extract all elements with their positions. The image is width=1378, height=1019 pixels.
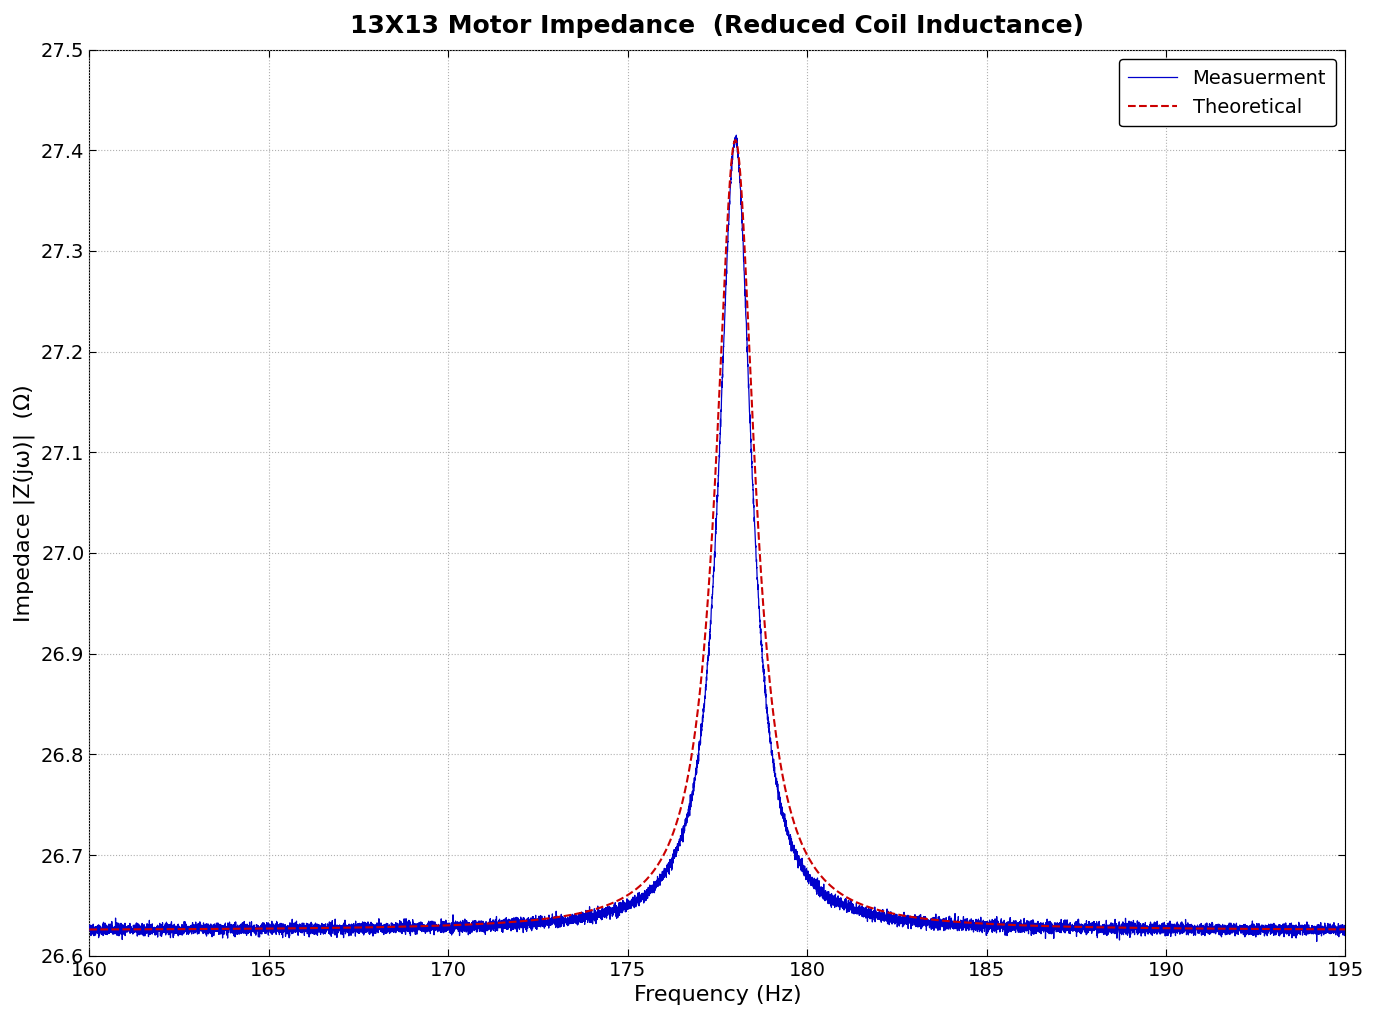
Measuerment (87, 926, 103, 938)
Theoretical (1337, 923, 1353, 935)
Measuerment (728, 129, 744, 142)
Measuerment (156, 925, 172, 937)
Measuerment (134, 922, 150, 934)
Legend: Measuerment, Theoretical: Measuerment, Theoretical (1119, 59, 1335, 126)
X-axis label: Frequency (Hz): Frequency (Hz) (634, 985, 801, 1005)
Measuerment (327, 922, 343, 934)
Measuerment (81, 922, 98, 934)
Theoretical (327, 922, 343, 934)
Measuerment (1309, 935, 1326, 948)
Line: Measuerment: Measuerment (90, 136, 1345, 942)
Theoretical (695, 649, 711, 661)
Theoretical (728, 135, 744, 147)
Y-axis label: Impedace |Z(jω)|  (Ω): Impedace |Z(jω)| (Ω) (14, 384, 36, 622)
Measuerment (1271, 922, 1287, 934)
Title: 13X13 Motor Impedance  (Reduced Coil Inductance): 13X13 Motor Impedance (Reduced Coil Indu… (350, 14, 1084, 38)
Measuerment (695, 705, 711, 717)
Measuerment (1337, 921, 1353, 933)
Theoretical (156, 923, 172, 935)
Theoretical (87, 923, 103, 935)
Theoretical (1271, 923, 1287, 935)
Theoretical (134, 923, 150, 935)
Theoretical (81, 923, 98, 935)
Line: Theoretical: Theoretical (90, 141, 1345, 929)
